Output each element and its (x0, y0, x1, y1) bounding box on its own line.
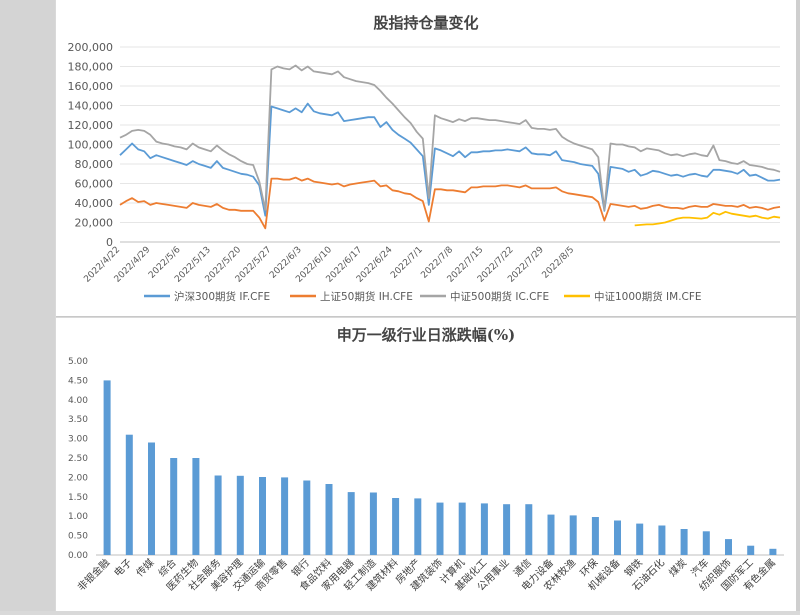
y-tick-label: 200,000 (68, 41, 114, 54)
category-label: 煤炭 (666, 556, 689, 579)
y-tick-label: 4.00 (68, 396, 88, 406)
y-tick-label: 20,000 (75, 217, 114, 230)
bar (547, 514, 555, 555)
bar (769, 548, 777, 555)
bar (347, 492, 355, 555)
bar (680, 529, 688, 555)
bar (103, 380, 111, 555)
bar (303, 480, 311, 555)
bar (458, 502, 466, 555)
legend-label-1: 沪深300期货 IF.CFE (174, 290, 270, 303)
bar (392, 498, 400, 555)
bar (259, 477, 266, 555)
bar (125, 434, 133, 555)
bar (503, 504, 511, 555)
y-tick-label: 40,000 (75, 197, 114, 210)
y-tick-label: 3.00 (68, 435, 88, 445)
industry-change-chart-panel: 申万一级行业日涨跌幅(%) 0.00 0.50 1.00 1.50 2.00 2.50 3.… (56, 318, 796, 611)
y-tick-label: 2.50 (68, 454, 88, 464)
bar (725, 539, 732, 555)
y-tick-label: 60,000 (75, 178, 114, 191)
y-tick-label: 0.00 (68, 551, 88, 561)
y-tick-label: 0 (106, 236, 113, 249)
series-line-4 (634, 210, 781, 227)
legend-label-3: 中证500期货 IC.CFE (450, 290, 549, 303)
bar (214, 475, 222, 555)
left-margin-strip (0, 0, 55, 611)
bar (747, 545, 755, 555)
bar (192, 458, 200, 555)
series-line-2 (119, 176, 781, 230)
open-interest-chart-panel: 股指持仓量变化 0 20,000 40,000 60,000 80,000 100,000… (56, 0, 796, 317)
bar (658, 525, 666, 555)
category-label: 非银金融 (75, 556, 112, 593)
y-tick-label: 0.50 (68, 532, 88, 542)
y-tick-label: 100,000 (68, 139, 114, 152)
y-tick-label: 120,000 (68, 119, 114, 132)
open-interest-line-chart: 0 20,000 40,000 60,000 80,000 100,000 120,000 1… (68, 41, 781, 303)
legend-label-2: 上证50期货 IH.CFE (320, 290, 413, 303)
bar (148, 442, 155, 555)
x-tick-label: 2022/7/1 (389, 245, 425, 281)
legend-label-4: 中证1000期货 IM.CFE (594, 290, 702, 303)
bar (480, 503, 488, 555)
chart-title: 申万一级行业日涨跌幅(%) (336, 326, 516, 344)
bar (281, 477, 289, 555)
category-label: 电子 (111, 556, 134, 579)
industry-change-bar-chart: 0.00 0.50 1.00 1.50 2.00 2.50 3.00 3.50 4.00 4.50… (68, 357, 784, 593)
category-label: 传媒 (134, 557, 157, 580)
bar (325, 484, 333, 555)
y-tick-label: 3.50 (68, 415, 88, 425)
bar (636, 523, 644, 555)
bar (369, 492, 377, 555)
y-tick-label: 160,000 (68, 80, 114, 93)
y-tick-label: 1.00 (68, 512, 88, 522)
y-tick-label: 180,000 (68, 61, 114, 74)
right-margin-strip (796, 0, 800, 611)
chart-title: 股指持仓量变化 (373, 14, 479, 32)
bar (614, 520, 621, 555)
bar (414, 498, 422, 555)
y-tick-label: 140,000 (68, 100, 114, 113)
bar (569, 515, 577, 555)
y-tick-label: 1.50 (68, 493, 88, 503)
series-line-1 (119, 102, 781, 217)
bar (436, 502, 444, 555)
y-tick-label: 2.00 (68, 473, 88, 483)
y-tick-label: 80,000 (75, 158, 114, 171)
bar (170, 458, 178, 555)
bar (591, 517, 599, 555)
bar (525, 504, 533, 555)
x-tick-label: 2022/8/5 (541, 245, 577, 281)
series-line-3 (119, 64, 781, 211)
bar (236, 475, 244, 555)
y-tick-label: 5.00 (68, 357, 88, 367)
y-tick-label: 4.50 (68, 376, 88, 386)
bar (702, 531, 710, 555)
